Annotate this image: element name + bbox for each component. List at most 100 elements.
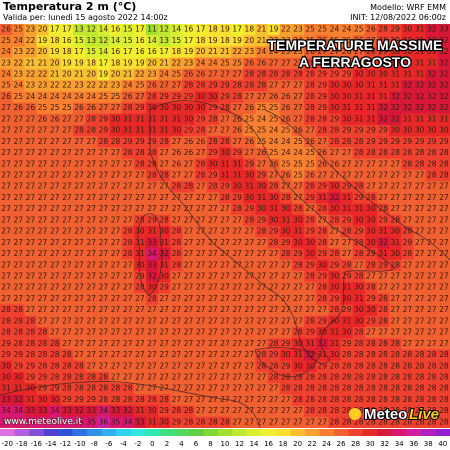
grid-value: 27 xyxy=(245,249,255,258)
grid-cell xyxy=(36,237,50,249)
grid-cell xyxy=(109,293,123,306)
grid-value: 27 xyxy=(415,193,425,202)
grid-value: 27 xyxy=(74,294,84,303)
grid-cell xyxy=(206,192,220,205)
grid-cell xyxy=(425,35,439,47)
grid-value: 27 xyxy=(257,417,267,426)
grid-cell xyxy=(24,158,37,171)
grid-value: 27 xyxy=(220,328,230,337)
grid-value: 28 xyxy=(1,316,11,325)
grid-value: 27 xyxy=(415,171,425,180)
grid-cell xyxy=(109,181,123,193)
grid-value: 27 xyxy=(74,215,84,224)
grid-cell xyxy=(243,102,256,115)
grid-value: 27 xyxy=(281,305,291,314)
grid-value: 17 xyxy=(62,25,72,34)
africa-coast xyxy=(0,381,261,429)
grid-cell xyxy=(206,68,220,81)
grid-value: 27 xyxy=(196,384,206,393)
grid-value: 27 xyxy=(147,182,157,191)
grid-value: 28 xyxy=(62,361,72,370)
grid-cell xyxy=(36,125,50,137)
grid-cell xyxy=(194,315,208,328)
grid-value: 27 xyxy=(99,249,109,258)
grid-cell xyxy=(109,383,123,395)
grid-value: 27 xyxy=(50,238,60,247)
grid-cell xyxy=(194,270,208,283)
grid-value: 28 xyxy=(86,373,96,382)
grid-cell xyxy=(255,315,269,328)
grid-value: 27 xyxy=(159,316,169,325)
grid-value: 28 xyxy=(415,148,425,157)
grid-cell xyxy=(231,315,244,328)
grid-cell xyxy=(304,102,317,115)
grid-value: 20 xyxy=(38,25,48,34)
grid-cell xyxy=(291,214,305,227)
grid-cell xyxy=(12,259,25,272)
grid-cell xyxy=(340,57,354,70)
grid-cell xyxy=(60,371,74,384)
grid-value: 18 xyxy=(172,47,182,56)
grid-cell xyxy=(437,24,450,36)
grid-cell xyxy=(316,169,329,182)
grid-cell xyxy=(48,315,62,328)
grid-cell xyxy=(364,304,378,317)
grid-cell xyxy=(109,338,123,350)
grid-value: 28 xyxy=(123,249,133,258)
grid-cell xyxy=(437,214,450,227)
grid-value: 28 xyxy=(378,350,388,359)
grid-cell xyxy=(231,304,244,317)
grid-cell xyxy=(352,147,366,160)
grid-value: 27 xyxy=(13,148,23,157)
grid-cell xyxy=(206,147,220,160)
grid-cell xyxy=(279,102,293,115)
grid-value: 26 xyxy=(74,103,84,112)
grid-value: 29 xyxy=(305,193,315,202)
grid-value: 28 xyxy=(439,361,449,370)
grid-value: 28 xyxy=(281,70,291,79)
grid-value: 27 xyxy=(1,159,11,168)
legend-label: -8 xyxy=(91,440,98,448)
grid-cell xyxy=(12,270,25,283)
grid-cell xyxy=(267,327,281,339)
grid-value: 29 xyxy=(354,227,364,236)
grid-value: 28 xyxy=(269,339,279,348)
grid-value: 27 xyxy=(330,148,340,157)
grid-value: 26 xyxy=(366,25,376,34)
grid-value: 27 xyxy=(305,417,315,426)
italy-outline xyxy=(149,100,396,364)
grid-value: 28 xyxy=(50,339,60,348)
grid-value: 33 xyxy=(38,406,48,415)
grid-value: 31 xyxy=(342,204,352,213)
grid-cell xyxy=(267,102,281,115)
grid-cell xyxy=(255,304,269,317)
grid-cell xyxy=(304,57,317,70)
grid-value: 27 xyxy=(245,339,255,348)
legend-swatch xyxy=(348,429,364,436)
grid-cell xyxy=(425,248,439,261)
grid-value: 27 xyxy=(74,328,84,337)
grid-cell xyxy=(401,158,415,171)
grid-value: 32 xyxy=(403,103,413,112)
grid-value: 30 xyxy=(366,305,376,314)
grid-cell xyxy=(12,181,25,193)
grid-value: 32 xyxy=(318,339,328,348)
grid-cell xyxy=(12,57,25,70)
legend-label: 24 xyxy=(322,440,331,448)
grid-cell xyxy=(389,371,402,384)
grid-cell xyxy=(170,293,183,306)
overlay-line-1: TEMPERATURE MASSIME xyxy=(268,37,443,53)
grid-cell xyxy=(60,203,74,216)
grid-cell xyxy=(121,226,135,238)
grid-value: 24 xyxy=(1,70,11,79)
grid-cell xyxy=(182,405,196,418)
grid-cell xyxy=(12,383,25,395)
grid-value: 28 xyxy=(62,350,72,359)
grid-value: 27 xyxy=(415,249,425,258)
grid-value: 28 xyxy=(403,159,413,168)
grid-cell xyxy=(389,394,402,407)
grid-cell xyxy=(0,147,13,160)
grid-value: 28 xyxy=(281,249,291,258)
grid-value: 34 xyxy=(99,406,109,415)
grid-cell xyxy=(145,405,159,418)
